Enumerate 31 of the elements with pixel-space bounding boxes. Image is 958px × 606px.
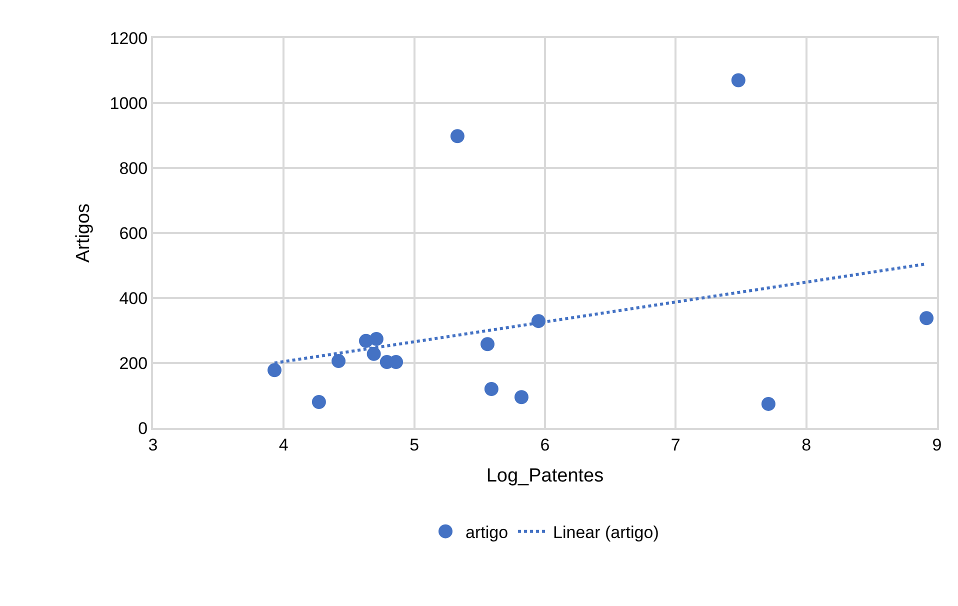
point [514,390,528,404]
y-tick-label: 1200 [110,28,148,48]
x-tick-label: 7 [670,435,680,454]
point [761,396,776,411]
point [312,395,326,409]
y-axis-title: Artigos [73,203,94,263]
point [731,73,746,88]
point [268,363,282,378]
point [450,129,464,144]
point [369,332,384,346]
y-tick-label: 200 [119,354,148,373]
y-tick-label: 0 [138,418,148,438]
y-tick-label: 1000 [110,94,148,113]
point [389,355,404,370]
point [920,311,934,326]
point [480,337,495,352]
x-tick-label: 9 [932,435,942,454]
x-tick-label: 5 [410,435,420,454]
x-tick-label: 4 [278,435,288,454]
point [366,346,381,361]
x-tick-label: 6 [540,435,550,454]
x-tick-label: 3 [148,435,158,454]
y-tick-label: 600 [119,224,148,243]
y-tick-label: 800 [119,158,148,178]
legend-label: artigo [466,522,508,542]
point [332,354,346,368]
legend-label: Linear (artigo) [553,522,659,542]
point [484,382,498,396]
x-axis-title: Log_Patentes [486,466,604,487]
x-tick-label: 8 [802,435,812,454]
y-tick-label: 400 [119,288,148,308]
